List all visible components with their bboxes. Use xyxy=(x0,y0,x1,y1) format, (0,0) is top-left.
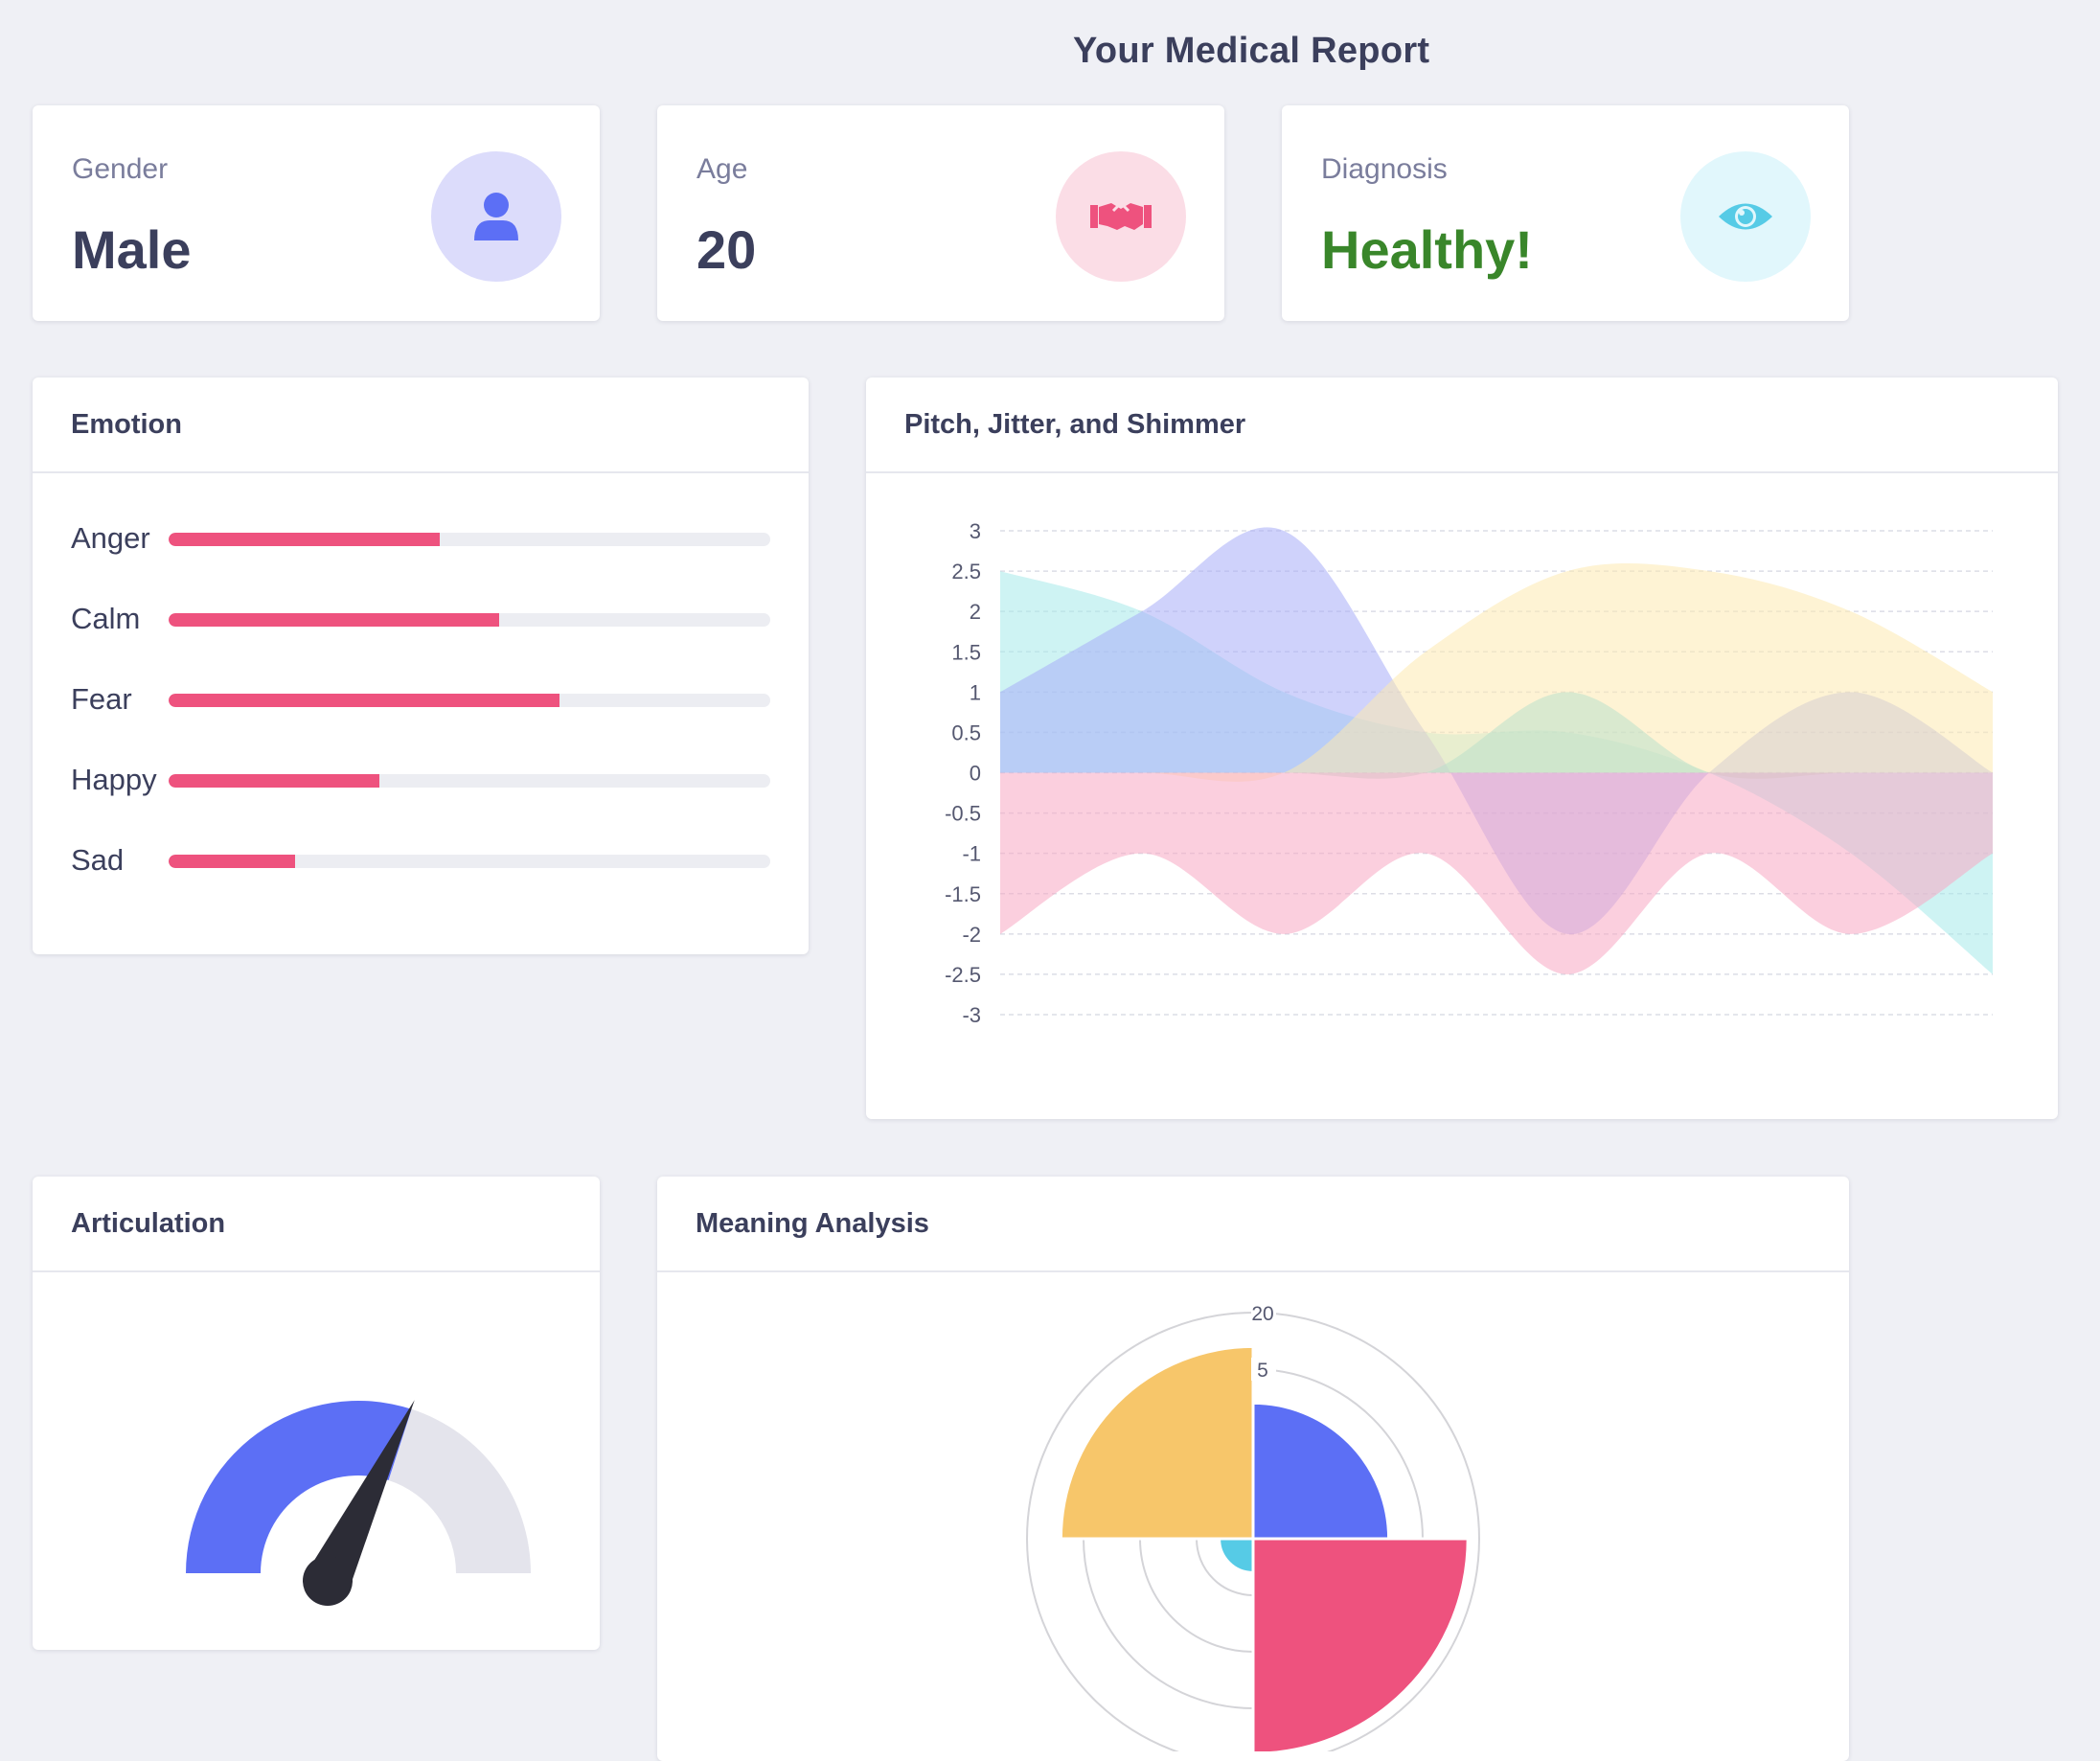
gender-icon-circle xyxy=(431,151,561,282)
gauge-needle-hub xyxy=(303,1556,353,1606)
area-series-4 xyxy=(1000,772,1993,974)
polar-segment-3 xyxy=(1059,1344,1255,1541)
y-tick-label: 0 xyxy=(970,762,981,786)
polar-tick-bg xyxy=(1251,1358,1276,1381)
emotion-label: Happy xyxy=(71,763,157,796)
y-tick-label: -1.5 xyxy=(945,882,981,906)
age-value: 20 xyxy=(696,219,757,280)
emotion-row-anger: Anger xyxy=(71,519,770,558)
diagnosis-label: Diagnosis xyxy=(1321,153,1448,185)
emotion-bar-track xyxy=(169,855,770,868)
y-tick-label: -2 xyxy=(962,923,981,947)
y-tick-label: 1.5 xyxy=(951,640,981,664)
y-tick-label: 2.5 xyxy=(951,560,981,583)
y-tick-label: 3 xyxy=(970,519,981,543)
pitch-chart: 3 2.5 2 1.5 1 0.5 0 -0.5 -1 -1.5 -2 -2.5 -3 xyxy=(945,519,1993,1027)
meaning-title: Meaning Analysis xyxy=(657,1177,1849,1272)
polar-segment-0 xyxy=(1251,1401,1391,1541)
emotion-bar-fill xyxy=(169,533,440,546)
emotion-row-calm: Calm xyxy=(71,600,770,638)
emotion-label: Anger xyxy=(71,521,150,555)
diagnosis-icon-circle xyxy=(1680,151,1811,282)
meaning-card: Meaning Analysis 20 5 xyxy=(657,1177,1849,1761)
area-series-1 xyxy=(1000,527,1993,935)
articulation-card: Articulation xyxy=(33,1177,600,1650)
pitch-card: Pitch, Jitter, and Shimmer 3 2.5 2 1.5 1 0.5 0… xyxy=(866,377,2058,1119)
articulation-gauge xyxy=(186,1400,531,1606)
emotion-label: Fear xyxy=(71,682,132,716)
handshake-icon xyxy=(1090,200,1152,230)
polar-tick-bg xyxy=(1251,1301,1276,1324)
emotion-bar-track xyxy=(169,533,770,546)
pitch-title: Pitch, Jitter, and Shimmer xyxy=(866,377,2058,473)
age-card: Age 20 xyxy=(657,105,1224,321)
area-series-2 xyxy=(1000,562,1993,782)
y-tick-label: -3 xyxy=(962,1003,981,1027)
emotion-card: Emotion Anger Calm Fear Happy Sad xyxy=(33,377,809,954)
emotion-row-fear: Fear xyxy=(71,680,770,719)
emotion-bar-track xyxy=(169,774,770,788)
gauge-fill xyxy=(186,1401,412,1573)
y-tick-label: 0.5 xyxy=(951,720,981,744)
age-label: Age xyxy=(696,153,748,185)
emotion-title: Emotion xyxy=(33,377,809,473)
emotion-bar-fill xyxy=(169,855,295,868)
diagnosis-value: Healthy! xyxy=(1321,219,1533,280)
emotion-row-happy: Happy xyxy=(71,761,770,799)
user-icon xyxy=(474,193,518,240)
polar-segment-2 xyxy=(1218,1537,1255,1574)
articulation-title: Articulation xyxy=(33,1177,600,1272)
meaning-polar-chart: 20 5 xyxy=(1026,1301,1480,1751)
gauge-needle xyxy=(306,1400,415,1589)
area-series-3 xyxy=(1000,692,1993,779)
page-title: Your Medical Report xyxy=(1073,31,1430,71)
gender-label: Gender xyxy=(72,153,169,185)
polar-segment-1 xyxy=(1251,1537,1470,1751)
emotion-label: Calm xyxy=(71,602,141,635)
emotion-bar-track xyxy=(169,613,770,627)
emotion-label: Sad xyxy=(71,843,125,877)
emotion-bar-fill xyxy=(169,694,560,707)
y-tick-label: -1 xyxy=(962,842,981,866)
eye-icon xyxy=(1719,203,1772,230)
age-icon-circle xyxy=(1056,151,1186,282)
emotion-bar-track xyxy=(169,694,770,707)
emotion-row-sad: Sad xyxy=(71,841,770,880)
y-tick-label: 2 xyxy=(970,600,981,624)
y-tick-label: 1 xyxy=(970,680,981,704)
gender-card: Gender Male xyxy=(33,105,600,321)
y-tick-label: -0.5 xyxy=(945,802,981,826)
polar-tick-label: 20 xyxy=(1251,1303,1273,1325)
diagnosis-card: Diagnosis Healthy! xyxy=(1282,105,1849,321)
y-tick-label: -2.5 xyxy=(945,963,981,987)
emotion-bar-fill xyxy=(169,774,379,788)
polar-tick-label: 5 xyxy=(1257,1360,1268,1382)
emotion-bar-fill xyxy=(169,613,500,627)
gender-value: Male xyxy=(72,219,192,280)
gauge-track xyxy=(388,1408,531,1573)
